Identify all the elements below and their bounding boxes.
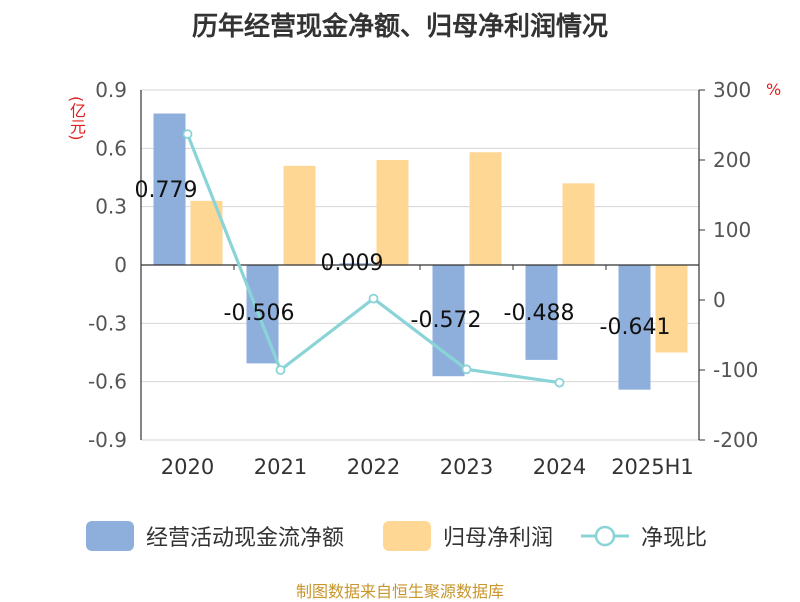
x-axis-tick-label: 2023: [440, 455, 493, 479]
left-axis-tick-label: -0.6: [88, 370, 127, 394]
right-axis-tick-label: 0: [713, 288, 726, 312]
bar-data-label: -0.641: [600, 315, 671, 340]
right-axis-tick-label: 300: [713, 78, 751, 102]
ratio-point: [368, 293, 379, 304]
bar-data-label: 0.009: [321, 251, 384, 276]
x-axis-tick-label: 2021: [254, 455, 307, 479]
right-axis-tick-label: -100: [713, 358, 758, 382]
bar-profit: [655, 265, 688, 353]
x-axis-tick-label: 2020: [161, 455, 214, 479]
chart-title: 历年经营现金净额、归母净利润情况: [191, 12, 608, 42]
left-axis-tick-label: -0.3: [88, 311, 127, 335]
legend-item-profit[interactable]: 归母净利润: [383, 518, 553, 554]
legend-label-cashflow: 经营活动现金流净额: [146, 526, 345, 551]
bar-cashflow: [618, 265, 651, 390]
legend-swatch-cashflow: [86, 521, 134, 551]
bar-cashflow: [153, 113, 186, 266]
x-axis-tick-label: 2025H1: [611, 455, 694, 479]
x-axis-tick-label: 2024: [533, 455, 586, 479]
left-axis-unit: (亿元): [67, 96, 86, 141]
bar-data-label: 0.779: [135, 178, 198, 203]
ratio-point: [275, 365, 286, 375]
ratio-point: [461, 364, 472, 375]
bar-data-label: -0.488: [504, 301, 575, 326]
bar-data-label: -0.506: [224, 301, 295, 326]
legend-item-cashflow[interactable]: 经营活动现金流净额: [86, 518, 344, 554]
bar-cashflow: [525, 265, 558, 360]
bar-profit: [562, 183, 595, 265]
legend-label-ratio: 净现比: [641, 526, 708, 551]
legend-label-profit: 归母净利润: [443, 526, 554, 551]
right-axis-unit: %: [766, 80, 782, 99]
x-axis-tick-label: 2022: [347, 455, 400, 479]
right-axis-tick-label: -200: [713, 428, 758, 452]
ratio-point: [554, 377, 565, 388]
data-source-note: 制图数据来自恒生聚源数据库: [295, 582, 504, 601]
bar-profit: [469, 152, 502, 265]
legend-item-ratio[interactable]: 净现比: [581, 518, 707, 554]
legend-line-marker-icon: [581, 525, 629, 547]
left-axis-tick-label: 0: [114, 253, 127, 277]
left-axis-tick-label: 0.3: [95, 195, 127, 219]
chart-legend: 经营活动现金流净额 归母净利润 净现比: [0, 518, 800, 554]
bar-cashflow: [339, 263, 372, 265]
ratio-point: [182, 129, 193, 140]
bar-data-label: -0.572: [411, 308, 482, 333]
left-axis-tick-label: -0.9: [88, 428, 127, 452]
right-axis-tick-label: 100: [713, 218, 751, 242]
bar-cashflow: [432, 265, 465, 377]
left-axis-tick-label: 0.9: [95, 78, 127, 102]
bar-profit: [376, 160, 409, 265]
bar-profit: [283, 165, 316, 265]
left-axis-tick-label: 0.6: [95, 136, 127, 160]
right-axis-tick-label: 200: [713, 148, 751, 172]
bar-cashflow: [246, 265, 279, 364]
legend-swatch-profit: [383, 521, 431, 551]
